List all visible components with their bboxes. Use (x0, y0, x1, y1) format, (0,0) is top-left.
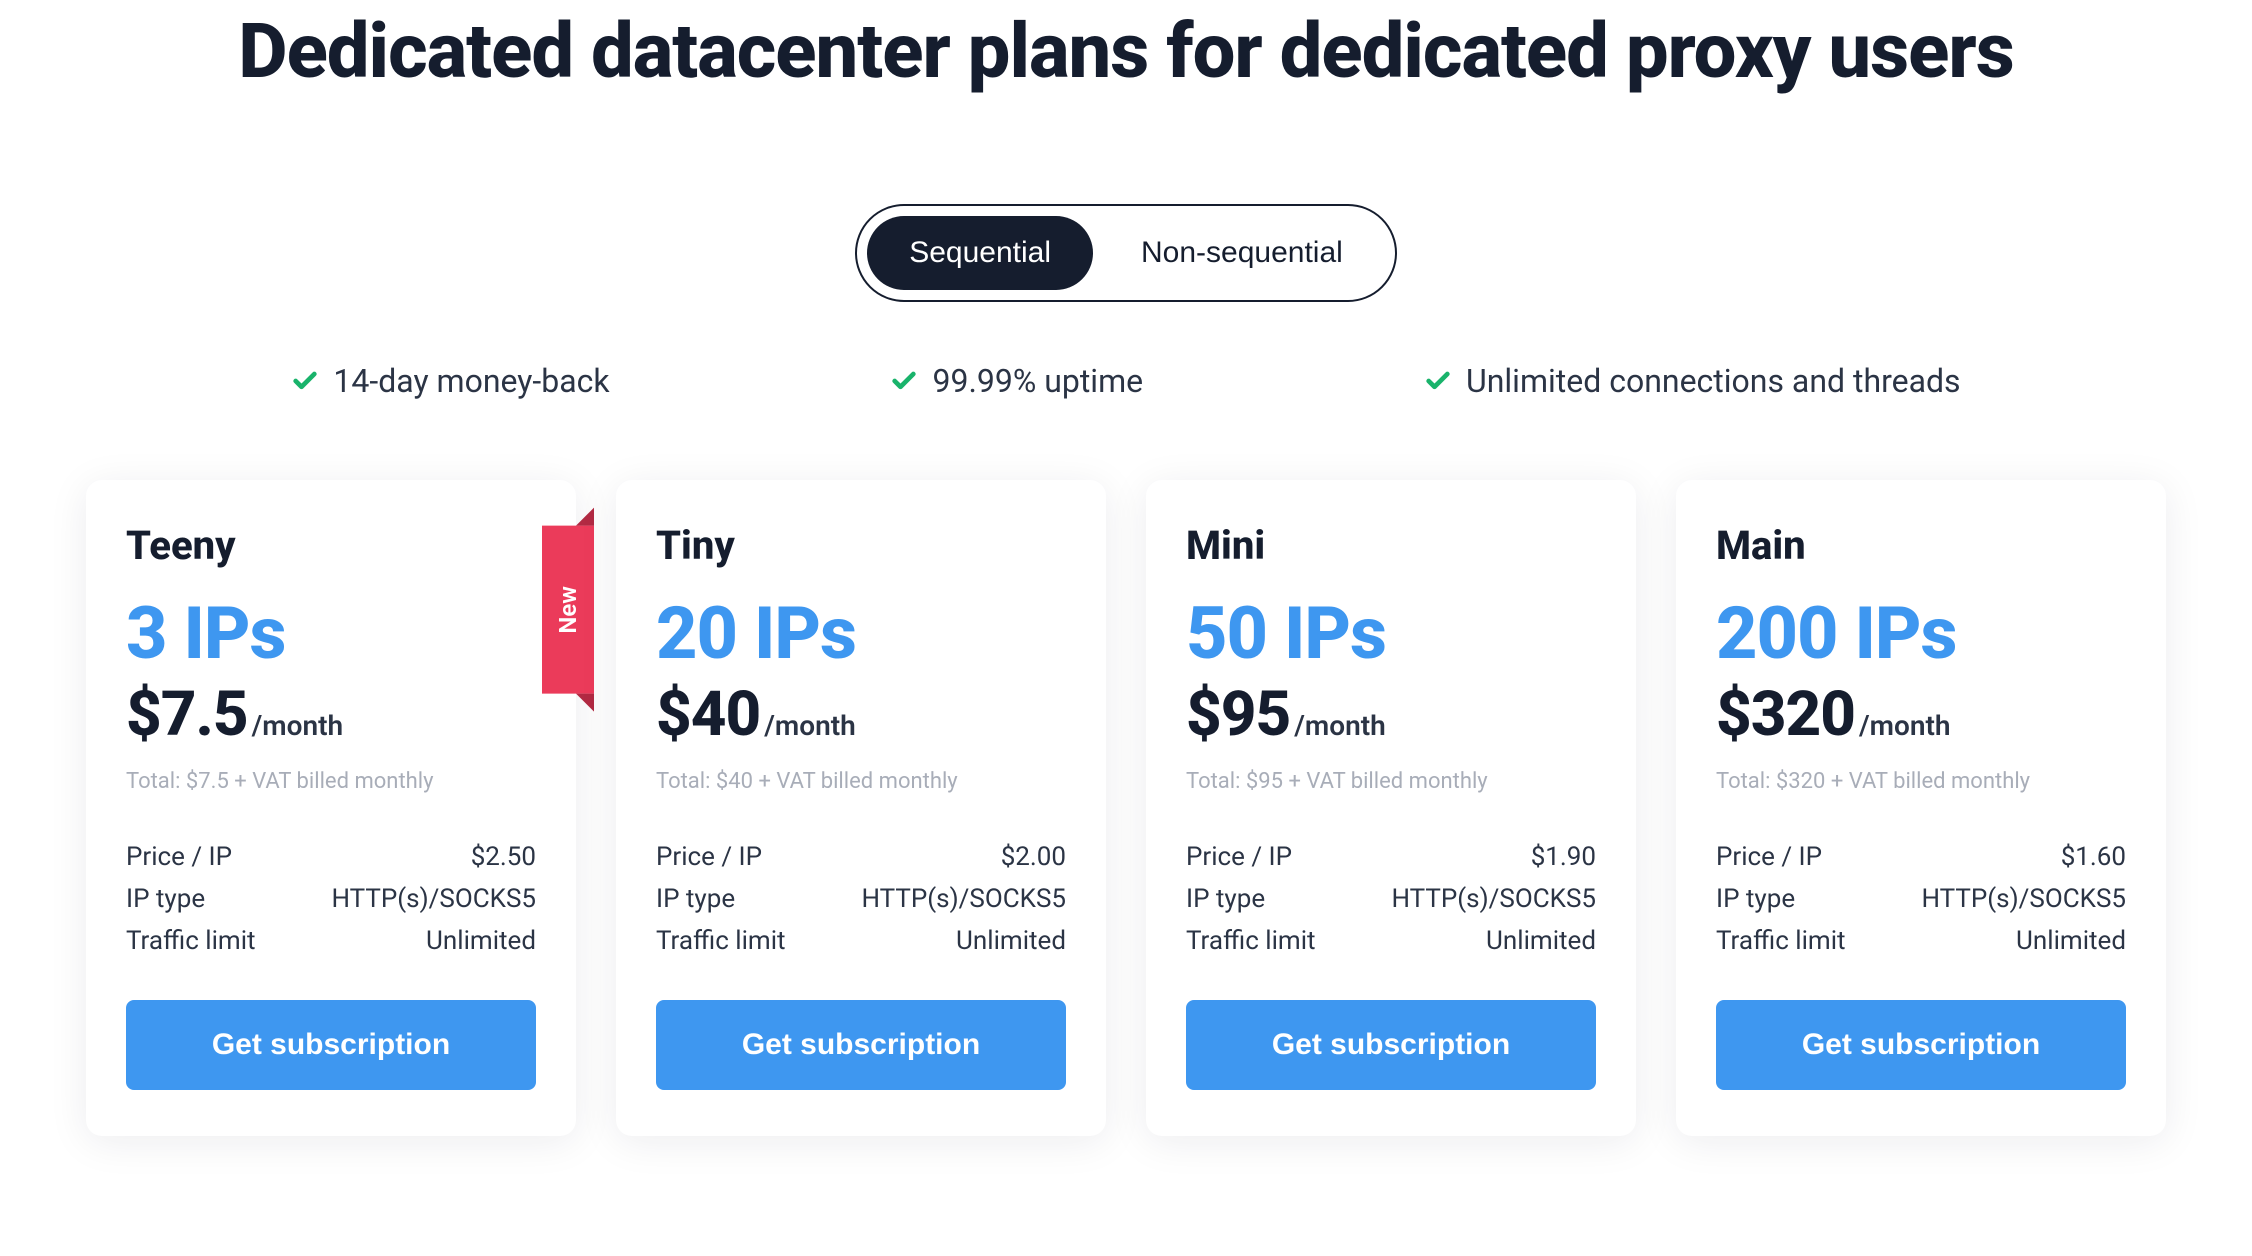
toggle-group: Sequential Non-sequential (855, 204, 1397, 302)
check-icon (890, 367, 918, 395)
detail-value: Unlimited (426, 926, 536, 956)
benefit-item: Unlimited connections and threads (1424, 362, 1961, 400)
detail-traffic-limit: Traffic limit Unlimited (1716, 926, 2126, 956)
detail-value: $1.60 (2061, 842, 2126, 872)
get-subscription-button[interactable]: Get subscription (126, 1000, 536, 1090)
detail-value: HTTP(s)/SOCKS5 (1391, 884, 1596, 914)
pricing-cards: New Teeny 3 IPs $7.5 /month Total: $7.5 … (80, 480, 2172, 1136)
detail-label: Traffic limit (1716, 926, 1846, 956)
plan-total: Total: $320 + VAT billed monthly (1716, 769, 2126, 794)
benefit-label: Unlimited connections and threads (1466, 362, 1961, 400)
detail-ip-type: IP type HTTP(s)/SOCKS5 (656, 884, 1066, 914)
detail-ip-type: IP type HTTP(s)/SOCKS5 (126, 884, 536, 914)
plan-ips: 20 IPs (656, 591, 1066, 676)
per-month-label: /month (252, 709, 344, 742)
plan-type-toggle: Sequential Non-sequential (80, 204, 2172, 302)
benefit-label: 14-day money-back (333, 362, 609, 400)
benefits-row: 14-day money-back 99.99% uptime Unlimite… (151, 362, 2101, 400)
plan-details: Price / IP $1.60 IP type HTTP(s)/SOCKS5 … (1716, 842, 2126, 956)
detail-label: IP type (656, 884, 735, 914)
detail-value: HTTP(s)/SOCKS5 (1921, 884, 2126, 914)
plan-total: Total: $7.5 + VAT billed monthly (126, 769, 536, 794)
new-badge: New (542, 526, 594, 694)
plan-details: Price / IP $2.50 IP type HTTP(s)/SOCKS5 … (126, 842, 536, 956)
detail-value: $2.50 (471, 842, 536, 872)
get-subscription-button[interactable]: Get subscription (1716, 1000, 2126, 1090)
plan-price: $95 (1186, 678, 1290, 751)
detail-value: Unlimited (2016, 926, 2126, 956)
plan-name: Mini (1186, 522, 1596, 569)
detail-price-per-ip: Price / IP $2.00 (656, 842, 1066, 872)
plan-price-row: $40 /month (656, 678, 1066, 751)
detail-price-per-ip: Price / IP $2.50 (126, 842, 536, 872)
detail-price-per-ip: Price / IP $1.60 (1716, 842, 2126, 872)
detail-ip-type: IP type HTTP(s)/SOCKS5 (1716, 884, 2126, 914)
plan-total: Total: $95 + VAT billed monthly (1186, 769, 1596, 794)
get-subscription-button[interactable]: Get subscription (656, 1000, 1066, 1090)
detail-label: Price / IP (656, 842, 762, 872)
plan-price: $320 (1716, 678, 1855, 751)
per-month-label: /month (1859, 709, 1951, 742)
detail-label: Price / IP (1716, 842, 1822, 872)
plan-details: Price / IP $1.90 IP type HTTP(s)/SOCKS5 … (1186, 842, 1596, 956)
per-month-label: /month (764, 709, 856, 742)
plan-price-row: $95 /month (1186, 678, 1596, 751)
page-title: Dedicated datacenter plans for dedicated… (80, 0, 2172, 94)
plan-name: Tiny (656, 522, 1066, 569)
plan-price-row: $7.5 /month (126, 678, 536, 751)
plan-ips: 50 IPs (1186, 591, 1596, 676)
detail-value: Unlimited (956, 926, 1066, 956)
detail-value: HTTP(s)/SOCKS5 (861, 884, 1066, 914)
detail-value: Unlimited (1486, 926, 1596, 956)
plan-ips: 200 IPs (1716, 591, 2126, 676)
plan-card-teeny: New Teeny 3 IPs $7.5 /month Total: $7.5 … (86, 480, 576, 1136)
detail-value: $1.90 (1531, 842, 1596, 872)
detail-label: IP type (1716, 884, 1795, 914)
plan-card-main: Main 200 IPs $320 /month Total: $320 + V… (1676, 480, 2166, 1136)
check-icon (1424, 367, 1452, 395)
plan-price: $40 (656, 678, 760, 751)
detail-label: Traffic limit (126, 926, 256, 956)
plan-card-mini: Mini 50 IPs $95 /month Total: $95 + VAT … (1146, 480, 1636, 1136)
detail-label: Price / IP (1186, 842, 1292, 872)
plan-price-row: $320 /month (1716, 678, 2126, 751)
detail-value: HTTP(s)/SOCKS5 (331, 884, 536, 914)
get-subscription-button[interactable]: Get subscription (1186, 1000, 1596, 1090)
plan-total: Total: $40 + VAT billed monthly (656, 769, 1066, 794)
plan-name: Teeny (126, 522, 536, 569)
plan-card-tiny: Tiny 20 IPs $40 /month Total: $40 + VAT … (616, 480, 1106, 1136)
benefit-item: 14-day money-back (291, 362, 609, 400)
detail-value: $2.00 (1001, 842, 1066, 872)
plan-details: Price / IP $2.00 IP type HTTP(s)/SOCKS5 … (656, 842, 1066, 956)
detail-ip-type: IP type HTTP(s)/SOCKS5 (1186, 884, 1596, 914)
benefit-label: 99.99% uptime (932, 362, 1143, 400)
detail-traffic-limit: Traffic limit Unlimited (1186, 926, 1596, 956)
plan-price: $7.5 (126, 678, 248, 751)
detail-label: Traffic limit (656, 926, 786, 956)
plan-name: Main (1716, 522, 2126, 569)
toggle-non-sequential[interactable]: Non-sequential (1099, 216, 1385, 290)
detail-label: IP type (1186, 884, 1265, 914)
check-icon (291, 367, 319, 395)
detail-label: Price / IP (126, 842, 232, 872)
detail-price-per-ip: Price / IP $1.90 (1186, 842, 1596, 872)
detail-label: Traffic limit (1186, 926, 1316, 956)
benefit-item: 99.99% uptime (890, 362, 1143, 400)
toggle-sequential[interactable]: Sequential (867, 216, 1093, 290)
detail-label: IP type (126, 884, 205, 914)
plan-ips: 3 IPs (126, 591, 536, 676)
detail-traffic-limit: Traffic limit Unlimited (126, 926, 536, 956)
per-month-label: /month (1294, 709, 1386, 742)
detail-traffic-limit: Traffic limit Unlimited (656, 926, 1066, 956)
